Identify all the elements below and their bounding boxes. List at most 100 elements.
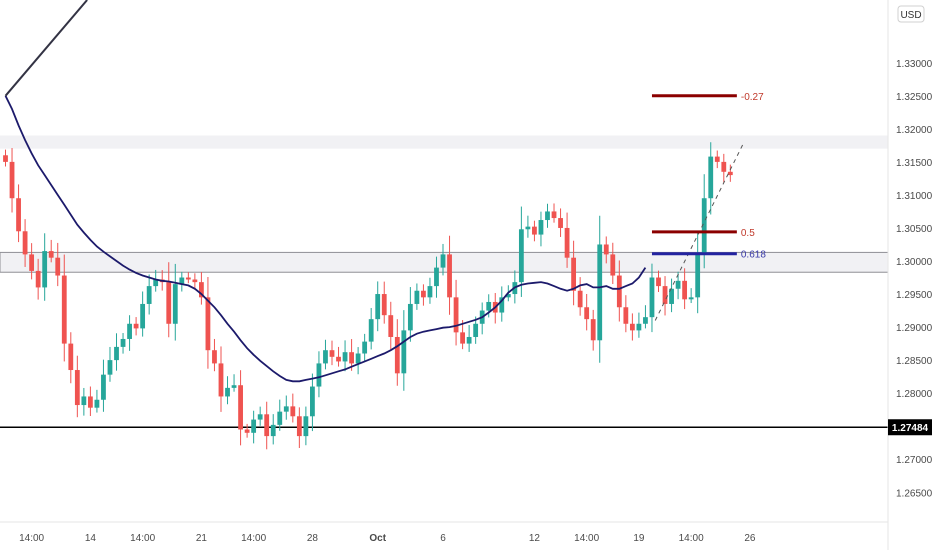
candle [114,333,119,371]
candle-body [414,290,420,304]
candle-body [577,290,583,308]
candle [629,313,635,341]
candle [532,220,537,242]
candle [649,263,655,333]
candle-body [192,279,198,283]
candle [610,242,616,284]
candle-body [421,290,426,298]
candle [316,351,322,398]
candle [166,262,172,338]
candle-body [571,257,577,291]
candle [42,233,48,301]
candle-body [610,254,616,276]
candle [695,232,701,314]
candle [473,316,479,344]
candle [407,287,413,342]
candle-body [101,374,106,400]
candle [662,276,668,316]
candle [74,355,80,418]
candle-body [649,277,655,318]
candle-body [264,414,270,437]
candle [688,288,694,304]
candle [721,153,727,183]
candle-body [218,363,224,397]
candle-body [42,251,48,288]
candle [447,235,452,315]
price-label-bg [888,419,932,436]
currency-badge-frame[interactable] [897,5,925,23]
x-tick-label: 19 [633,533,645,544]
candle-body [270,424,276,437]
currency-badge[interactable]: USD [897,5,925,23]
candle [101,359,106,412]
candle-body [558,218,563,228]
fib-level-label: -0.27 [741,92,764,103]
candle-body [616,275,622,308]
drawn-trendline[interactable] [4,0,88,97]
currency-badge-text: USD [900,10,921,21]
candle-body [453,297,459,333]
candle [414,283,420,310]
candle-body [74,370,80,406]
candle [179,271,185,292]
candle [453,279,459,346]
candle [29,243,35,280]
candle-body [675,280,681,289]
candle [636,312,642,338]
y-tick-label: 1.29000 [896,323,932,334]
candle-body [538,220,544,235]
candle-body [166,282,172,324]
candle-body [238,385,243,430]
candle [440,243,446,276]
x-tick-label: 21 [196,533,208,544]
candle [518,206,524,297]
candle-body [185,277,191,280]
candle [323,339,328,370]
candle [434,256,439,298]
candle-body [153,279,159,287]
candle [466,325,472,352]
candle [349,339,354,371]
candle [22,219,28,267]
candle [120,333,126,354]
candle [146,274,152,315]
candle-body [375,294,381,320]
candle [257,406,263,426]
candle-body [525,226,531,230]
candle [81,387,87,416]
candle-body [388,315,394,337]
fib-level-label: 0.5 [741,228,755,239]
fib-level[interactable]: -0.27 [651,92,764,103]
candle [9,148,15,213]
candle [329,340,335,366]
candle [3,149,8,167]
candle [35,258,41,300]
candle-body [127,323,132,339]
candle-body [199,282,204,298]
candle [153,269,159,292]
x-tick-label: 26 [744,533,756,544]
y-tick-label: 1.30500 [896,224,932,235]
candle-body [368,319,374,342]
candle-body [35,270,41,288]
fib-level[interactable]: 0.618 [651,250,766,261]
y-tick-label: 1.28500 [896,356,932,367]
moving-average-line [4,95,647,383]
candle-body [310,386,315,417]
candle-body [22,231,28,255]
candle [296,407,302,448]
candle-body [434,267,439,287]
candle-body [225,387,230,397]
candle [675,271,681,300]
candle-body [179,277,185,285]
candle [590,309,596,351]
candle [87,386,93,417]
candle-body [381,294,387,316]
candle-body [133,323,139,329]
fib-level[interactable]: 0.5 [651,228,755,239]
candle [545,203,550,228]
candle-body [473,323,479,337]
candle [551,203,557,223]
candle [381,281,387,324]
